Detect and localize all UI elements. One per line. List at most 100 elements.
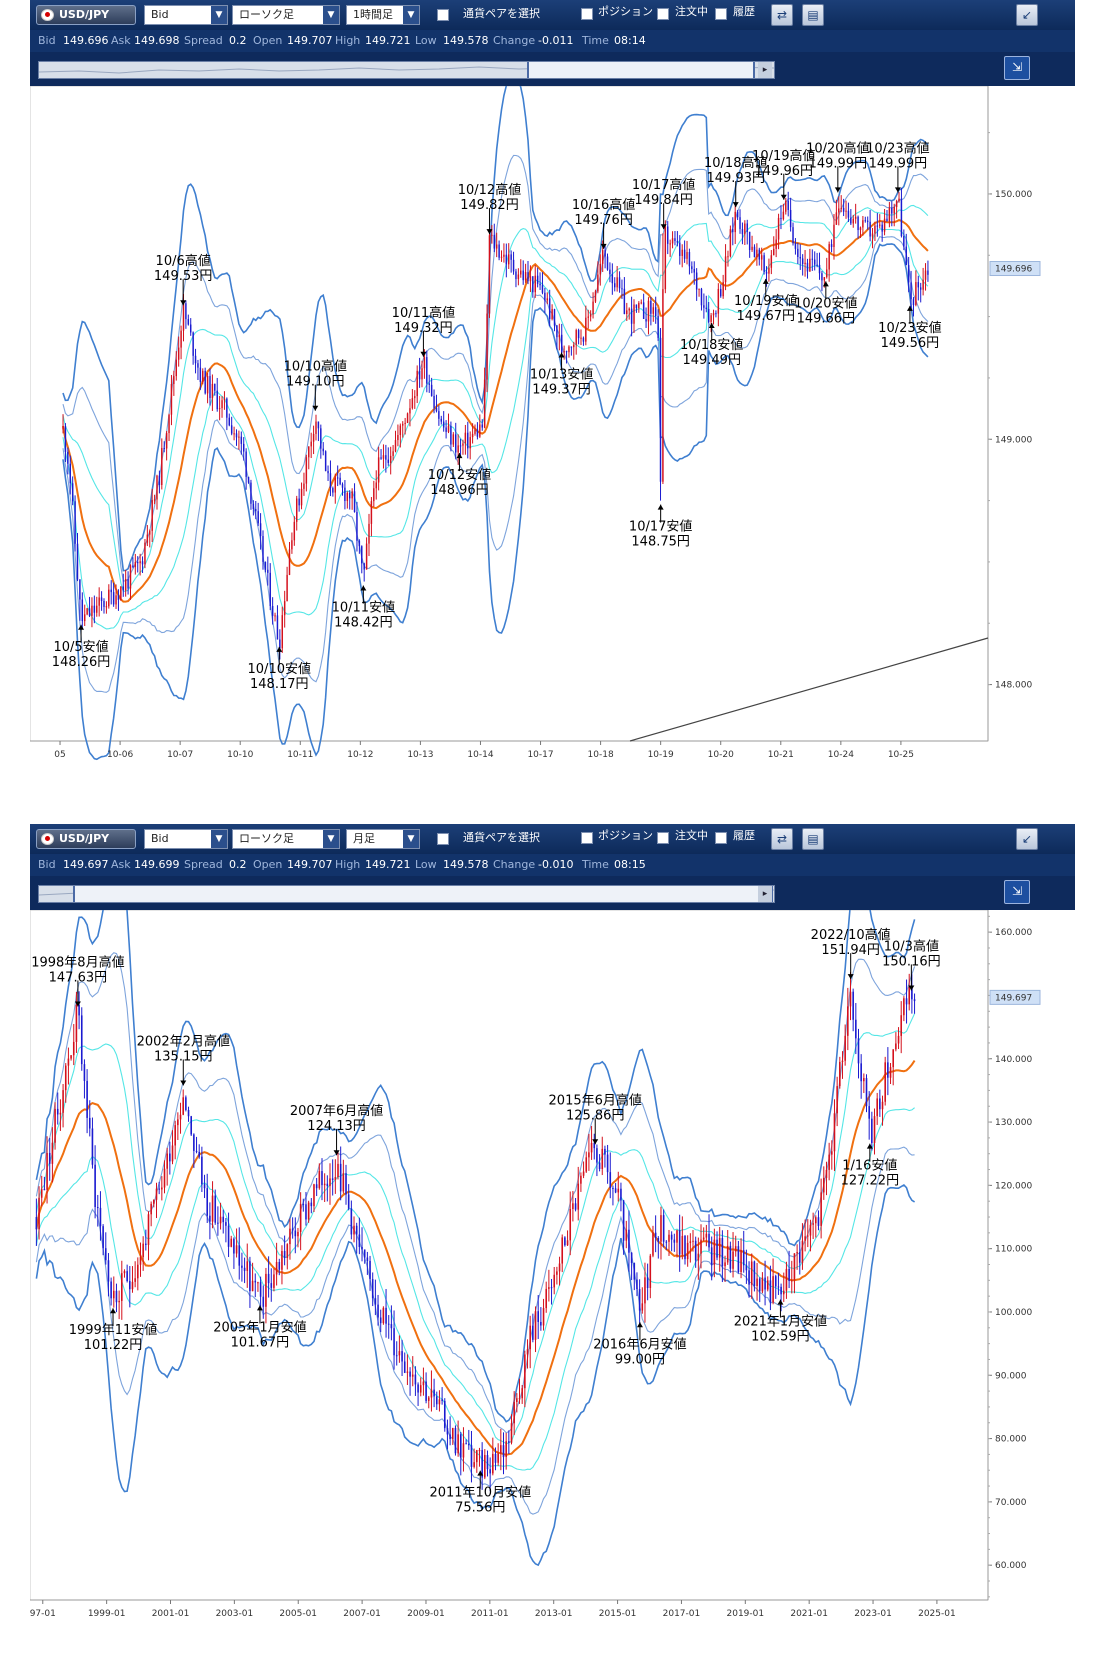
candle-body bbox=[442, 421, 445, 428]
candle-body bbox=[366, 1257, 369, 1261]
pair-selector[interactable]: USD/JPY bbox=[36, 5, 136, 25]
navigator-thumb[interactable] bbox=[527, 62, 755, 78]
timeframe-select[interactable]: 1時間足 ▼ bbox=[346, 5, 420, 25]
position-checkbox[interactable] bbox=[581, 832, 593, 844]
orders-checkbox[interactable] bbox=[657, 8, 669, 20]
annotation-arrowhead bbox=[822, 281, 829, 287]
select-pair-checkbox[interactable] bbox=[437, 9, 449, 21]
settings-panel-icon[interactable]: ▤ bbox=[802, 828, 824, 850]
candle-body bbox=[748, 231, 751, 251]
annotation-arrowhead bbox=[256, 1305, 263, 1311]
candle-body bbox=[748, 1270, 750, 1285]
candle-body bbox=[108, 589, 110, 607]
candle-body bbox=[818, 264, 821, 274]
candle-body bbox=[670, 1234, 673, 1240]
price-type-select[interactable]: Bid ▼ bbox=[144, 5, 228, 25]
zoom-reset-icon[interactable]: ⇲ bbox=[1004, 56, 1030, 80]
candle-body bbox=[744, 223, 746, 235]
navigator-thumb[interactable] bbox=[73, 886, 773, 902]
timeframe-select[interactable]: 月足 ▼ bbox=[346, 829, 420, 849]
navigator-scrollbar[interactable]: ▸ bbox=[38, 885, 775, 903]
candle-body bbox=[518, 1398, 521, 1400]
candle-body bbox=[665, 1241, 668, 1243]
candle-body bbox=[324, 451, 327, 472]
candle-body bbox=[276, 615, 279, 640]
candle-body bbox=[250, 482, 252, 504]
history-checkbox[interactable] bbox=[715, 8, 727, 20]
annotation-value: 149.93円 bbox=[706, 171, 765, 186]
annotation-arrowhead bbox=[834, 187, 841, 193]
y-tick-label: 120.000 bbox=[995, 1181, 1032, 1191]
candle-body bbox=[686, 252, 688, 259]
candle-body bbox=[51, 1142, 54, 1164]
candle-body bbox=[544, 292, 546, 301]
candle-body bbox=[823, 1177, 825, 1193]
current-price-label: 149.696 bbox=[995, 265, 1032, 275]
chart-type-select[interactable]: ローソク足 ▼ bbox=[232, 829, 340, 849]
history-checkbox[interactable] bbox=[715, 832, 727, 844]
candle-body bbox=[470, 1445, 473, 1467]
candle-body bbox=[315, 1184, 318, 1189]
price-type-select[interactable]: Bid ▼ bbox=[144, 829, 228, 849]
chart-type-select[interactable]: ローソク足 ▼ bbox=[232, 5, 340, 25]
candle-body bbox=[404, 422, 406, 424]
candle-body bbox=[550, 1287, 553, 1289]
candle-body bbox=[526, 1349, 529, 1355]
candle-body bbox=[379, 1317, 382, 1324]
candle-body bbox=[299, 1203, 302, 1232]
collapse-icon[interactable]: ↙ bbox=[1016, 4, 1038, 26]
scroll-right-icon[interactable]: ▸ bbox=[758, 886, 772, 902]
candle-body bbox=[370, 501, 373, 524]
candle-body bbox=[540, 1321, 542, 1326]
annotation-label: 2007年6月高値 bbox=[290, 1103, 383, 1119]
settings-panel-icon[interactable]: ▤ bbox=[802, 4, 824, 26]
candle-body bbox=[879, 1098, 881, 1110]
select-pair-label: 通貨ペアを選択 bbox=[463, 831, 540, 844]
candle-body bbox=[537, 1311, 539, 1322]
candle-body bbox=[198, 1151, 201, 1157]
scroll-right-icon[interactable]: ▸ bbox=[758, 62, 772, 78]
chevron-down-icon: ▼ bbox=[323, 6, 339, 24]
chart-tool-icon[interactable]: ⇄ bbox=[771, 4, 793, 26]
candle-body bbox=[876, 1098, 878, 1117]
candle-body bbox=[863, 1078, 865, 1082]
collapse-icon[interactable]: ↙ bbox=[1016, 828, 1038, 850]
candle-body bbox=[483, 379, 486, 428]
candle-body bbox=[288, 549, 291, 575]
candle-body bbox=[657, 1238, 660, 1242]
chart-window-monthly: USD/JPY Bid ▼ ローソク足 ▼ 月足 ▼ 通貨ペアを選択 ポジション 注文… bbox=[30, 824, 1075, 1657]
zoom-reset-icon[interactable]: ⇲ bbox=[1004, 880, 1030, 904]
position-checkbox[interactable] bbox=[581, 8, 593, 20]
candle-body bbox=[831, 1151, 833, 1155]
candle-body bbox=[756, 1278, 758, 1287]
candle-body bbox=[609, 1172, 612, 1188]
orders-checkbox[interactable] bbox=[657, 832, 669, 844]
annotation-arrowhead bbox=[908, 985, 915, 991]
x-tick-label: 10-24 bbox=[828, 750, 854, 760]
candle-body bbox=[927, 270, 929, 275]
candle-body bbox=[262, 536, 264, 562]
candle-body bbox=[430, 384, 433, 397]
candle-body bbox=[450, 425, 452, 445]
candle-body bbox=[435, 1396, 438, 1405]
annotation-value: 148.17円 bbox=[250, 677, 309, 692]
pair-selector[interactable]: USD/JPY bbox=[36, 829, 136, 849]
select-pair-checkbox[interactable] bbox=[437, 833, 449, 845]
candle-body bbox=[303, 483, 305, 489]
navigator-scrollbar[interactable]: ▸ bbox=[38, 61, 775, 79]
candle-body bbox=[698, 288, 700, 290]
annotation-value: 147.63円 bbox=[49, 970, 108, 985]
candle-body bbox=[264, 561, 267, 570]
candle-body bbox=[163, 1168, 166, 1188]
chart-tool-icon[interactable]: ⇄ bbox=[771, 828, 793, 850]
candle-body bbox=[121, 1273, 123, 1301]
candle-body bbox=[681, 249, 683, 256]
annotation-label: 10/19安値 bbox=[734, 293, 797, 309]
candle-body bbox=[168, 414, 170, 434]
candle-body bbox=[67, 451, 69, 464]
x-tick-label: 10-21 bbox=[768, 750, 794, 760]
candle-body bbox=[910, 282, 912, 300]
candle-body bbox=[440, 418, 443, 422]
candle-body bbox=[96, 1207, 99, 1209]
candle-body bbox=[131, 1281, 134, 1290]
